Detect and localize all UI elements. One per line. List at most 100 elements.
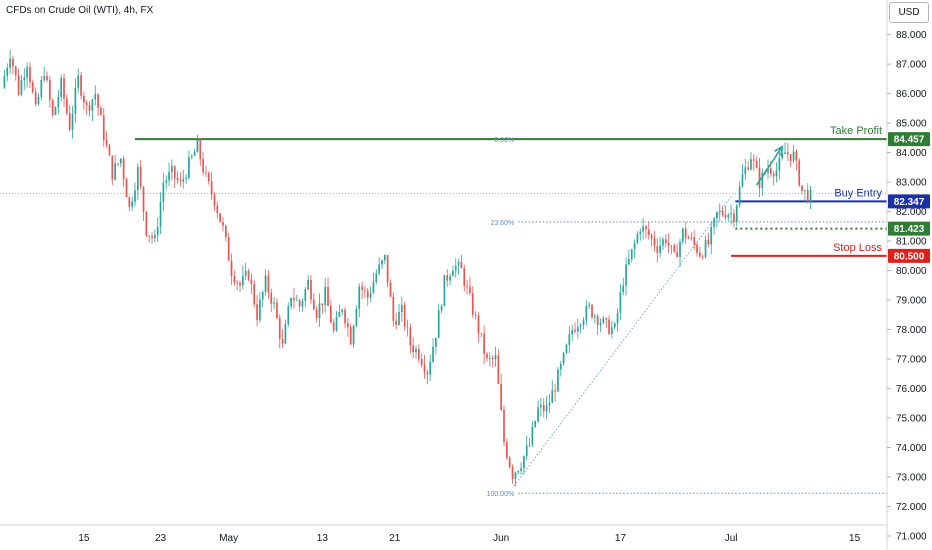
candle-body bbox=[386, 254, 389, 283]
candle-body bbox=[119, 158, 122, 164]
time-tick-label: May bbox=[219, 533, 238, 544]
price-tick-label: 72.000 bbox=[896, 502, 927, 513]
candle-body bbox=[307, 279, 310, 290]
candle-body bbox=[364, 289, 366, 291]
candle-body bbox=[628, 259, 630, 265]
candle-body bbox=[122, 158, 125, 180]
chart-title: CFDs on Crude Oil (WTI), 4h, FX bbox=[6, 5, 154, 16]
candle-body bbox=[205, 172, 207, 174]
price-tick-label: 86.000 bbox=[896, 89, 927, 100]
candle-body bbox=[415, 348, 417, 353]
candle-body bbox=[375, 273, 378, 282]
candle-body bbox=[622, 285, 625, 293]
candle-body bbox=[330, 305, 332, 323]
price-tick-label: 87.000 bbox=[896, 60, 927, 71]
candle-body bbox=[670, 245, 673, 247]
price-tick-label: 71.000 bbox=[896, 532, 927, 543]
candle-body bbox=[347, 323, 349, 328]
level-price-label: 80.500 bbox=[894, 251, 925, 262]
candle-body bbox=[26, 66, 28, 78]
candle-body bbox=[355, 308, 358, 326]
candle-body bbox=[718, 210, 721, 212]
candle-body bbox=[738, 186, 741, 206]
candle-body bbox=[111, 155, 114, 180]
level-name-label: Stop Loss bbox=[833, 242, 882, 254]
candle-body bbox=[505, 442, 508, 458]
candle-body bbox=[190, 155, 193, 158]
overlay-lines bbox=[0, 138, 887, 494]
candle-body bbox=[301, 300, 304, 307]
candle-body bbox=[508, 457, 511, 468]
candle-body bbox=[216, 205, 219, 214]
candle-body bbox=[145, 211, 148, 236]
candle-body bbox=[755, 160, 758, 168]
candle-body bbox=[420, 359, 423, 366]
candle-body bbox=[443, 275, 446, 307]
candle-body bbox=[400, 304, 403, 312]
candle-body bbox=[792, 151, 795, 161]
candle-body bbox=[108, 145, 111, 156]
candle-body bbox=[338, 312, 341, 318]
candle-body bbox=[804, 190, 806, 191]
candle-body bbox=[179, 180, 182, 182]
candle-body bbox=[486, 353, 488, 359]
candle-body bbox=[611, 327, 613, 334]
candle-body bbox=[579, 325, 582, 328]
candle-body bbox=[659, 245, 661, 253]
candle-body bbox=[758, 167, 761, 188]
price-tick-label: 75.000 bbox=[896, 414, 927, 425]
candle-body bbox=[437, 310, 440, 338]
candle-body bbox=[602, 318, 605, 323]
candle-body bbox=[735, 205, 738, 222]
candle-body bbox=[105, 140, 108, 146]
candle-body bbox=[647, 229, 650, 236]
candle-body bbox=[151, 236, 153, 239]
candle-body bbox=[690, 237, 693, 239]
price-tick-label: 73.000 bbox=[896, 473, 927, 484]
time-tick-label: 15 bbox=[78, 533, 90, 544]
candle-body bbox=[398, 311, 400, 325]
candle-body bbox=[517, 470, 520, 473]
candle-body bbox=[778, 157, 781, 171]
candle-body bbox=[568, 334, 571, 345]
candle-body bbox=[789, 154, 792, 161]
time-tick-label: Jul bbox=[725, 533, 738, 544]
candle-body bbox=[775, 170, 778, 177]
candle-body bbox=[576, 327, 579, 332]
candle-body bbox=[636, 234, 639, 243]
candle-body bbox=[409, 327, 412, 346]
candle-body bbox=[440, 306, 443, 311]
candle-body bbox=[185, 177, 187, 179]
candle-body bbox=[349, 327, 352, 345]
candle-body bbox=[795, 151, 798, 161]
fib-level-label: 100.00% bbox=[487, 491, 515, 498]
candle-body bbox=[616, 312, 619, 324]
candle-body bbox=[787, 152, 789, 155]
candle-body bbox=[159, 201, 162, 228]
candle-body bbox=[392, 296, 395, 321]
candle-body bbox=[463, 268, 466, 286]
candle-body bbox=[91, 99, 94, 111]
candle-body bbox=[582, 320, 585, 326]
candle-body bbox=[68, 113, 71, 130]
candle-body bbox=[156, 227, 159, 236]
candle-body bbox=[801, 185, 803, 191]
candle-body bbox=[171, 166, 173, 172]
candle-body bbox=[784, 152, 786, 154]
candle-body bbox=[557, 369, 559, 392]
candle-body bbox=[43, 76, 46, 80]
candle-body bbox=[94, 94, 97, 100]
candle-body bbox=[162, 182, 165, 202]
candle-body bbox=[613, 323, 616, 328]
candle-body bbox=[551, 390, 554, 403]
candle-body bbox=[605, 318, 608, 320]
candle-body bbox=[452, 270, 454, 277]
level-name-label: Take Profit bbox=[830, 125, 882, 137]
currency-button[interactable]: USD bbox=[889, 2, 929, 23]
candle-body bbox=[696, 244, 698, 253]
candle-body bbox=[707, 240, 710, 245]
candle-body bbox=[9, 58, 11, 68]
candle-body bbox=[681, 228, 684, 242]
candle-body bbox=[281, 338, 284, 344]
